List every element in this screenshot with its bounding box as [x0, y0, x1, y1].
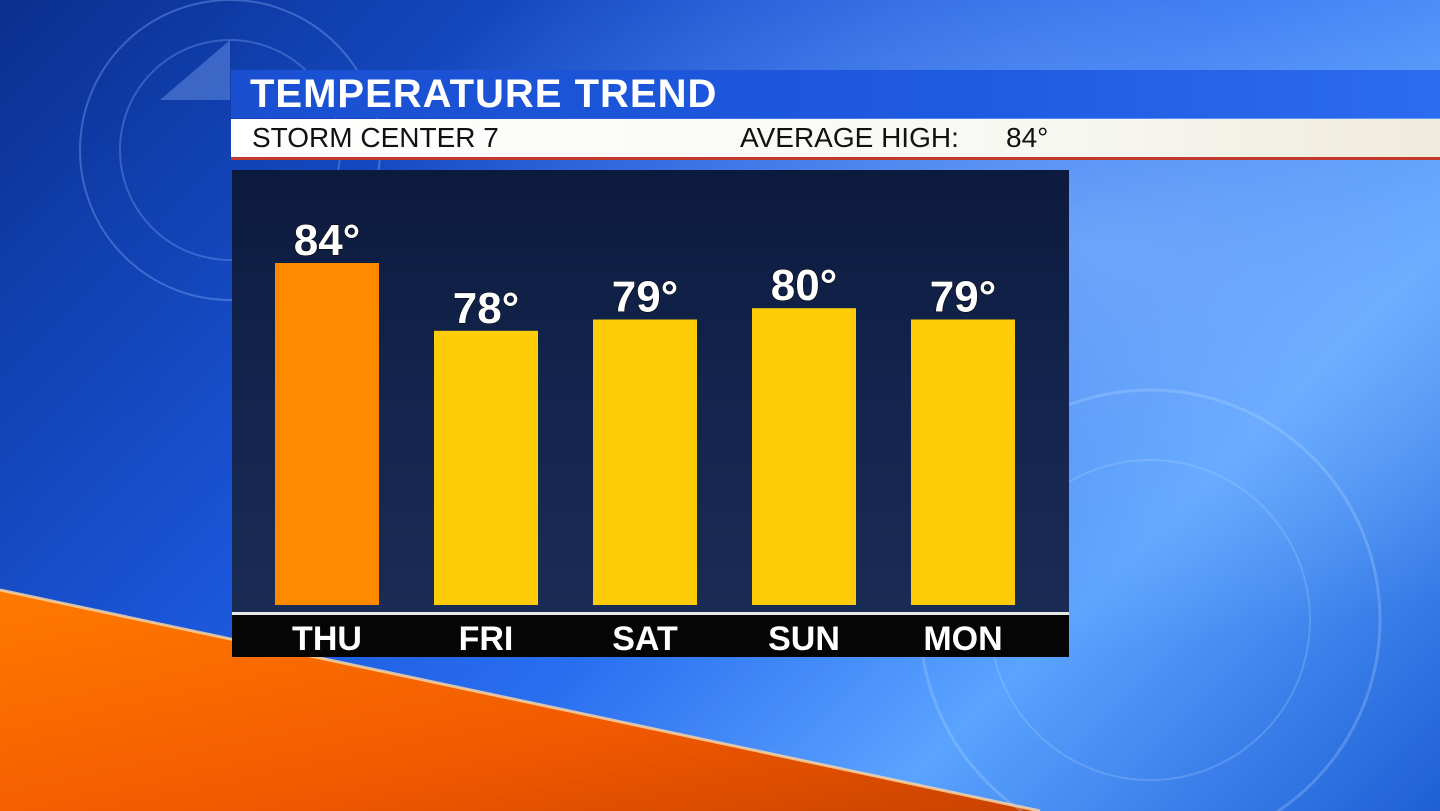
day-label-mon: MON [923, 620, 1002, 654]
value-label-fri: 78° [453, 284, 520, 333]
temperature-bar-chart: 84° THU 78° FRI 79° SAT 80° SUN 79° MON [275, 216, 1015, 654]
value-label-sat: 79° [612, 273, 679, 322]
day-axis-strip [232, 612, 1069, 657]
day-label-sun: SUN [768, 620, 840, 654]
average-high-label: AVERAGE HIGH: [740, 122, 959, 153]
bar-sat [593, 319, 697, 605]
value-label-sun: 80° [771, 261, 838, 310]
bar-thu [275, 263, 379, 605]
triangle-mark [160, 40, 230, 100]
value-label-mon: 79° [930, 273, 997, 322]
bar-fri [434, 330, 538, 605]
day-label-fri: FRI [459, 620, 514, 654]
value-label-thu: 84° [294, 216, 361, 265]
day-label-thu: THU [292, 620, 362, 654]
station-label: STORM CENTER 7 [252, 122, 499, 153]
average-high-value: 84° [1006, 122, 1049, 153]
day-label-sat: SAT [612, 620, 678, 654]
bar-sun [752, 308, 856, 605]
title-bar [231, 70, 1440, 118]
bar-mon [911, 319, 1015, 605]
page-title: TEMPERATURE TREND [250, 72, 718, 116]
subtitle-bar [231, 119, 1440, 160]
